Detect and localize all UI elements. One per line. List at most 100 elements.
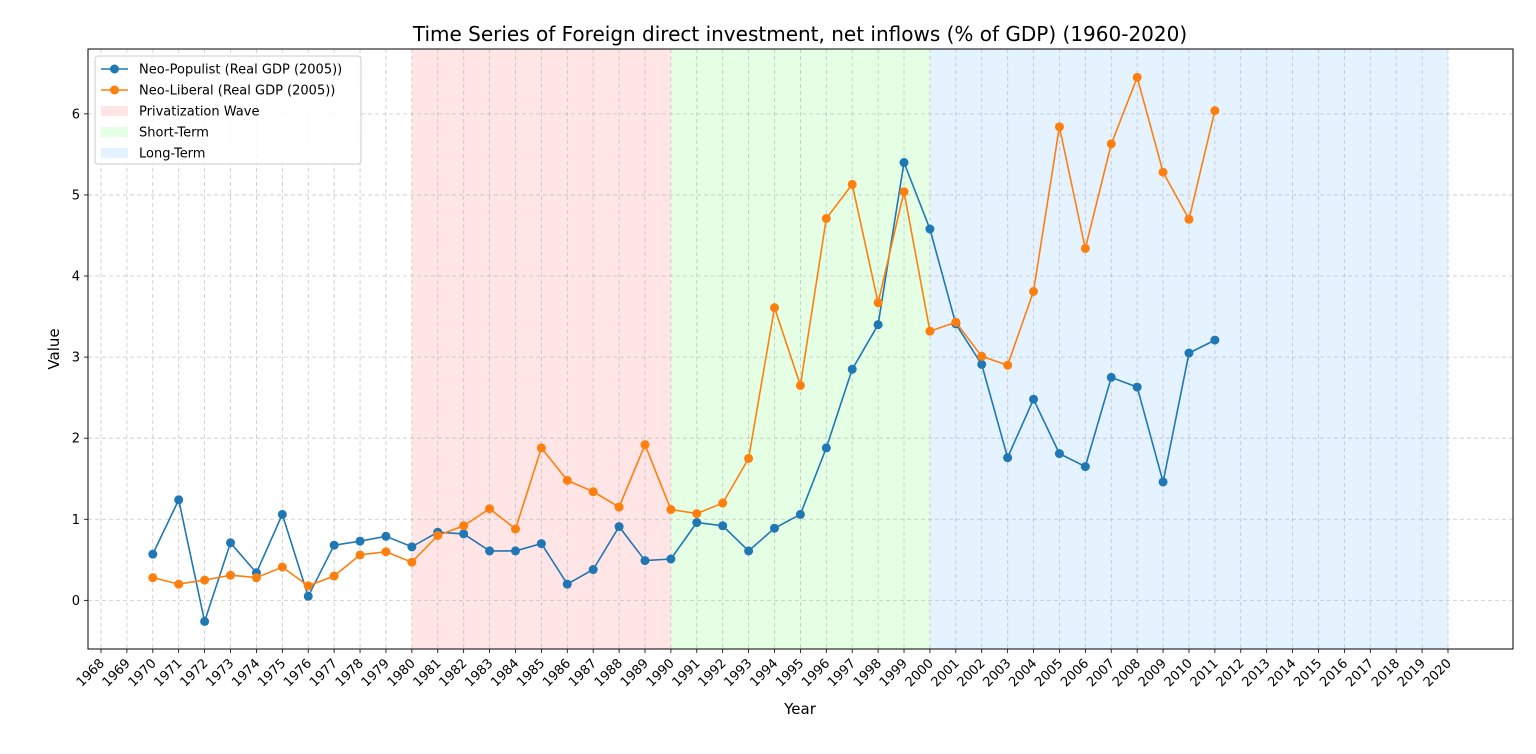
- x-tick-label: 2016: [1317, 656, 1351, 690]
- data-point: [148, 573, 158, 583]
- data-point: [303, 591, 313, 601]
- x-tick-label: 2006: [1058, 656, 1092, 690]
- data-point: [692, 509, 702, 519]
- data-point: [329, 540, 339, 550]
- x-tick-label: 2018: [1369, 656, 1403, 690]
- x-tick-label: 2010: [1162, 656, 1196, 690]
- data-point: [459, 529, 469, 539]
- data-point: [226, 538, 236, 548]
- data-point: [847, 179, 857, 189]
- data-point: [1054, 122, 1064, 132]
- x-tick-label: 1976: [281, 656, 315, 690]
- data-point: [847, 364, 857, 374]
- x-tick-label: 2002: [955, 656, 989, 690]
- data-point: [1080, 462, 1090, 472]
- data-point: [666, 554, 676, 564]
- x-tick-label: 1974: [229, 656, 263, 690]
- data-point: [1003, 453, 1013, 463]
- data-point: [718, 498, 728, 508]
- x-tick-label: 2012: [1214, 656, 1248, 690]
- x-tick-label: 1978: [333, 656, 367, 690]
- data-point: [1106, 372, 1116, 382]
- data-point: [1106, 139, 1116, 149]
- data-point: [951, 317, 961, 327]
- x-tick-label: 1968: [74, 656, 108, 690]
- x-tick-label: 1992: [696, 656, 730, 690]
- x-tick-label: 1979: [359, 656, 393, 690]
- x-tick-label: 1991: [670, 656, 704, 690]
- x-tick-label: 2005: [1032, 656, 1066, 690]
- data-point: [251, 573, 261, 583]
- legend-label-1: Neo-Populist (Real GDP (2005)): [139, 63, 342, 78]
- data-point: [562, 579, 572, 589]
- x-tick-label: 2000: [903, 656, 937, 690]
- x-tick-label: 1986: [540, 656, 574, 690]
- legend: Neo-Populist (Real GDP (2005)) Neo-Libera…: [94, 55, 362, 165]
- legend-swatch-3: [101, 148, 128, 158]
- data-point: [744, 546, 754, 556]
- legend-marker-2: [110, 85, 119, 95]
- data-point: [277, 562, 287, 572]
- legend-region-label-2: Short-Term: [139, 126, 209, 141]
- x-tick-label: 1987: [566, 656, 600, 690]
- data-point: [1029, 394, 1039, 404]
- data-point: [640, 556, 650, 566]
- data-point: [510, 546, 520, 556]
- x-tick-label: 1985: [514, 656, 548, 690]
- x-tick-label: 2001: [929, 656, 963, 690]
- x-tick-label: 2008: [1110, 656, 1144, 690]
- data-point: [1210, 106, 1220, 116]
- x-tick-label: 2015: [1291, 656, 1325, 690]
- data-point: [977, 359, 987, 369]
- x-tick-label: 1973: [203, 656, 237, 690]
- region-1: [411, 49, 671, 649]
- data-point: [1184, 348, 1194, 358]
- data-point: [666, 505, 676, 515]
- data-point: [1158, 477, 1168, 487]
- data-point: [899, 158, 909, 168]
- x-tick-label: 1993: [721, 656, 755, 690]
- y-tick-label: 3: [72, 351, 80, 366]
- data-point: [407, 542, 417, 552]
- data-point: [277, 509, 287, 519]
- data-point: [925, 224, 935, 234]
- data-point: [873, 298, 883, 308]
- x-tick-label: 1980: [385, 656, 419, 690]
- data-point: [510, 524, 520, 534]
- legend-label-2: Neo-Liberal (Real GDP (2005)): [139, 84, 335, 99]
- data-point: [977, 351, 987, 361]
- series-line-2: [152, 74, 1216, 587]
- legend-swatch-1: [101, 106, 128, 116]
- data-point: [407, 557, 417, 567]
- x-tick-label: 2003: [980, 656, 1014, 690]
- x-tick-label: 1990: [644, 656, 678, 690]
- x-tick-label: 2011: [1188, 656, 1222, 690]
- y-tick-label: 4: [72, 270, 80, 285]
- data-point: [1029, 286, 1039, 296]
- data-point: [485, 504, 495, 514]
- data-point: [925, 326, 935, 336]
- x-tick-label: 1975: [255, 656, 289, 690]
- data-point: [795, 380, 805, 390]
- data-point: [744, 453, 754, 463]
- data-point: [821, 443, 831, 453]
- data-point: [692, 518, 702, 528]
- y-tick-label: 6: [72, 107, 80, 122]
- data-point: [1003, 360, 1013, 370]
- x-tick-label: 2007: [1084, 656, 1118, 690]
- data-point: [614, 522, 624, 532]
- x-tick-label: 1983: [462, 656, 496, 690]
- x-axis-label: Year: [783, 700, 817, 718]
- x-tick-label: 2013: [1239, 656, 1273, 690]
- data-point: [381, 531, 391, 541]
- series-line-1: [152, 159, 1216, 625]
- x-tick-label: 2014: [1265, 656, 1299, 690]
- legend-marker-1: [110, 64, 119, 74]
- x-tick-label: 2017: [1343, 656, 1377, 690]
- chart-title: Time Series of Foreign direct investment…: [412, 22, 1187, 46]
- x-tick-label: 1997: [825, 656, 859, 690]
- data-point: [148, 549, 158, 559]
- y-tick-label: 2: [72, 432, 80, 447]
- data-point: [1054, 449, 1064, 459]
